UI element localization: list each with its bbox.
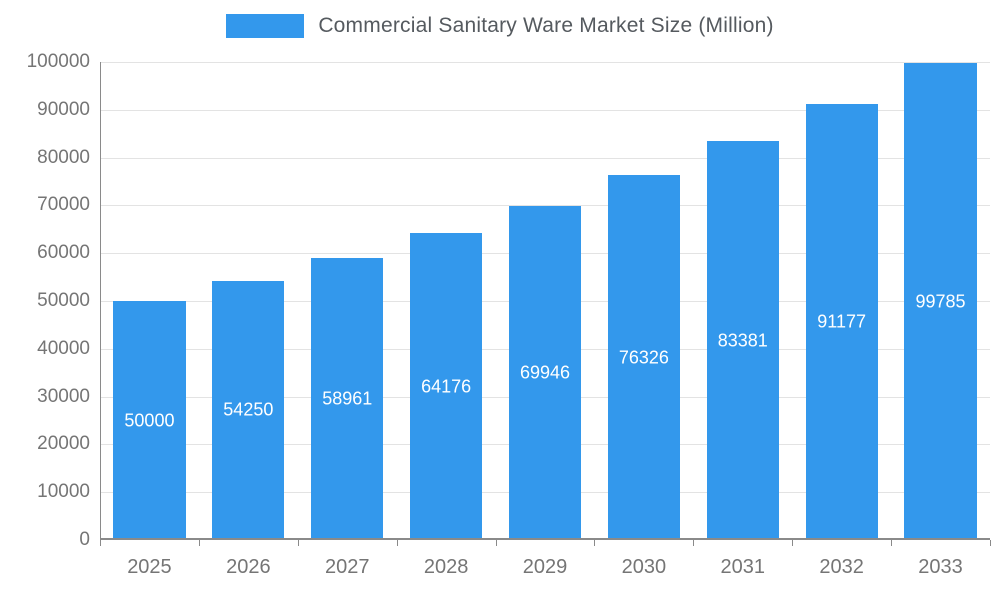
- y-tick-label: 10000: [37, 481, 90, 503]
- x-axis-tick: [396, 540, 398, 546]
- x-tick-label: 2026: [226, 556, 271, 578]
- bar-value-label: 64176: [421, 376, 472, 397]
- y-tick-label: 30000: [37, 385, 90, 407]
- bar-2027: 58961: [311, 258, 384, 540]
- bar-2025: 50000: [113, 301, 186, 540]
- y-tick-label: 80000: [37, 146, 90, 168]
- x-tick-label: 2033: [918, 556, 963, 578]
- x-axis-tick: [198, 540, 200, 546]
- bar-value-label: 58961: [322, 388, 373, 409]
- y-tick-label: 40000: [37, 337, 90, 359]
- y-tick-label: 100000: [26, 51, 90, 72]
- x-axis-tick: [100, 540, 101, 546]
- x-tick-label: 2029: [522, 556, 568, 578]
- legend-swatch: [226, 14, 305, 38]
- y-tick-label: 90000: [37, 98, 90, 120]
- bar-2030: 76326: [607, 175, 680, 540]
- bar-2028: 64176: [410, 233, 483, 540]
- bar-2033: 99785: [904, 63, 977, 540]
- y-tick-label: 60000: [37, 242, 90, 264]
- x-tick-label: 2032: [819, 556, 864, 578]
- chart-legend: Commercial Sanitary Ware Market Size (Mi…: [0, 14, 1000, 38]
- bar-value-label: 99785: [915, 291, 966, 312]
- x-axis-tick: [990, 540, 991, 546]
- x-tick-label: 2025: [127, 556, 172, 578]
- y-tick-label: 50000: [37, 290, 90, 311]
- gridline: [100, 62, 990, 63]
- bar-value-label: 91177: [817, 311, 867, 332]
- x-axis-tick: [495, 540, 497, 546]
- bar-value-label: 69946: [519, 362, 571, 383]
- bar-2032: 91177: [805, 104, 878, 540]
- bar-2026: 54250: [212, 280, 285, 540]
- gridline: [100, 157, 990, 159]
- x-axis-tick: [891, 540, 893, 546]
- y-tick-label: 70000: [37, 194, 90, 216]
- x-tick-label: 2027: [324, 556, 370, 578]
- bar-value-label: 83381: [717, 330, 768, 351]
- bar-2029: 69946: [508, 205, 582, 540]
- plot-area: 0 10000 20000 30000 40000 50000 60000 70000 8000…: [27, 51, 991, 578]
- x-tick-label: 2031: [720, 556, 766, 578]
- chart-title: Commercial Sanitary Ware Market Size (Mi…: [318, 14, 774, 37]
- x-tick-label: 2030: [621, 556, 667, 578]
- x-axis-tick: [693, 540, 695, 546]
- x-axis-tick: [297, 540, 299, 546]
- y-tick-label: 20000: [37, 433, 90, 455]
- y-tick-label: 0: [79, 529, 90, 550]
- bar-value-label: 50000: [124, 410, 175, 430]
- bar-value-label: 76326: [618, 347, 669, 368]
- x-tick-label: 2028: [423, 556, 469, 578]
- gridline: [100, 109, 990, 111]
- y-axis-line: [100, 62, 101, 540]
- x-axis-tick: [594, 540, 596, 546]
- bar-value-label: 54250: [223, 399, 274, 420]
- x-axis-line: [100, 538, 990, 540]
- bar-2031: 83381: [706, 141, 779, 540]
- x-axis-tick: [792, 540, 794, 546]
